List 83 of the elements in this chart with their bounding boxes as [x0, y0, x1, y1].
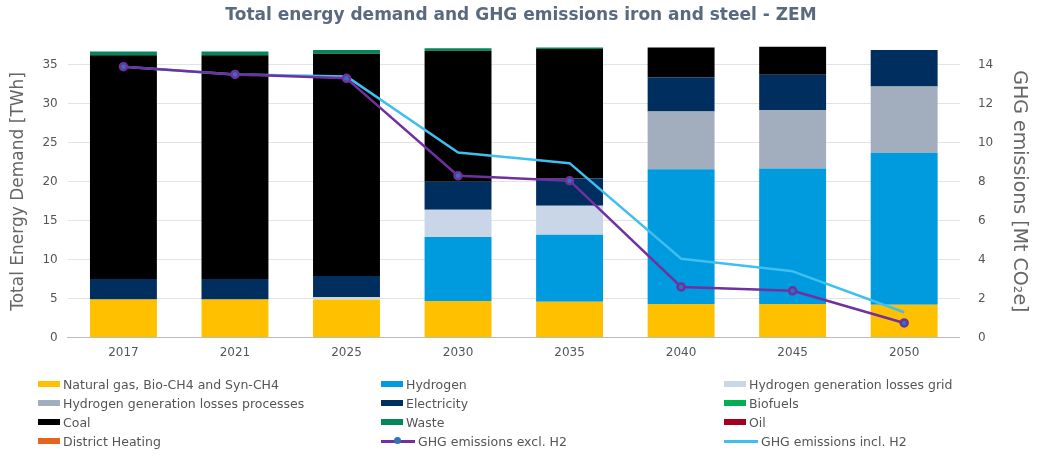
x-tick-label: 2030: [442, 344, 474, 359]
bar: [424, 300, 492, 338]
bar: [759, 168, 827, 305]
y-axis-title: Total Energy Demand [TWh]: [6, 72, 27, 312]
bar: [89, 299, 157, 338]
bar: [870, 49, 938, 87]
bar: [536, 205, 604, 235]
y-tick-label: 30: [42, 95, 58, 110]
bar: [313, 276, 380, 298]
bar: [424, 50, 492, 182]
bar: [759, 74, 827, 110]
y-tick-label: 35: [42, 56, 58, 71]
bar: [647, 304, 715, 338]
legend-label: Natural gas, Bio-CH4 and Syn-CH4: [63, 376, 279, 392]
y2-tick-label: 0: [977, 329, 986, 344]
point: [118, 61, 129, 72]
legend-label: Electricity: [406, 395, 469, 411]
bar: [89, 279, 157, 300]
bar: [201, 51, 269, 56]
legend-label: Hydrogen: [406, 376, 467, 392]
bar: [89, 55, 157, 280]
x-tick-label: 2025: [331, 344, 362, 359]
bar: [759, 304, 827, 338]
point: [564, 175, 575, 186]
bar: [759, 109, 827, 169]
y2-tick-label: 8: [977, 173, 986, 188]
bar: [647, 111, 715, 170]
bar: [536, 301, 604, 338]
bar: [424, 181, 492, 210]
bar: [536, 234, 604, 302]
y2-tick-label: 14: [977, 56, 994, 71]
point: [230, 69, 240, 80]
y-tick-label: 10: [42, 251, 58, 266]
y2-tick-label: 2: [977, 290, 986, 305]
y-tick-label: 25: [42, 134, 58, 149]
bar: [870, 304, 938, 338]
bar: [759, 46, 827, 75]
bar: [647, 169, 715, 305]
point: [676, 282, 686, 292]
bar: [424, 48, 492, 51]
bar: [313, 49, 380, 54]
legend-label: Hydrogen generation losses processes: [63, 395, 305, 411]
y-tick-label: 15: [42, 212, 58, 227]
y2-tick-label: 6: [977, 212, 986, 227]
point: [899, 318, 909, 328]
bar: [201, 299, 269, 338]
bar: [424, 209, 492, 238]
x-tick-label: 2021: [219, 344, 251, 359]
legend-label: Biofuels: [749, 395, 799, 411]
point: [787, 286, 798, 296]
bar: [201, 279, 269, 300]
bar: [647, 47, 715, 78]
bar: [870, 86, 938, 153]
bar: [647, 77, 715, 112]
legend-label: District Heating: [63, 433, 161, 449]
legend-label: Oil: [749, 414, 766, 430]
y2-tick-label: 4: [977, 251, 986, 266]
chart-title: Total energy demand and GHG emissions iron and steel - ZEM: [224, 4, 818, 24]
y-tick-label: 5: [50, 290, 58, 305]
x-tick-label: 2050: [888, 344, 920, 359]
legend-label: Waste: [406, 414, 445, 430]
x-tick-label: 2017: [108, 344, 139, 359]
x-tick-label: 2045: [777, 344, 808, 359]
bar: [870, 152, 938, 305]
bar: [89, 51, 157, 56]
y2-tick-label: 12: [977, 95, 994, 110]
legend-label: Coal: [63, 414, 91, 430]
bar: [424, 237, 492, 301]
point: [453, 171, 463, 181]
x-tick-label: 2040: [665, 344, 697, 359]
legend-label: GHG emissions excl. H2: [418, 433, 567, 449]
bar: [313, 53, 380, 276]
y-tick-label: 0: [50, 329, 58, 344]
bar: [536, 49, 604, 179]
legend-label: GHG emissions incl. H2: [761, 433, 907, 449]
y2-axis-title: GHG emissions [Mt CO₂e]: [1009, 70, 1032, 313]
y2-tick-label: 10: [977, 134, 994, 149]
x-tick-label: 2035: [554, 344, 585, 359]
legend-label: Hydrogen generation losses grid: [749, 376, 953, 392]
point: [341, 73, 352, 84]
y-tick-label: 20: [42, 173, 58, 188]
bar: [313, 299, 380, 338]
bar: [201, 55, 269, 280]
